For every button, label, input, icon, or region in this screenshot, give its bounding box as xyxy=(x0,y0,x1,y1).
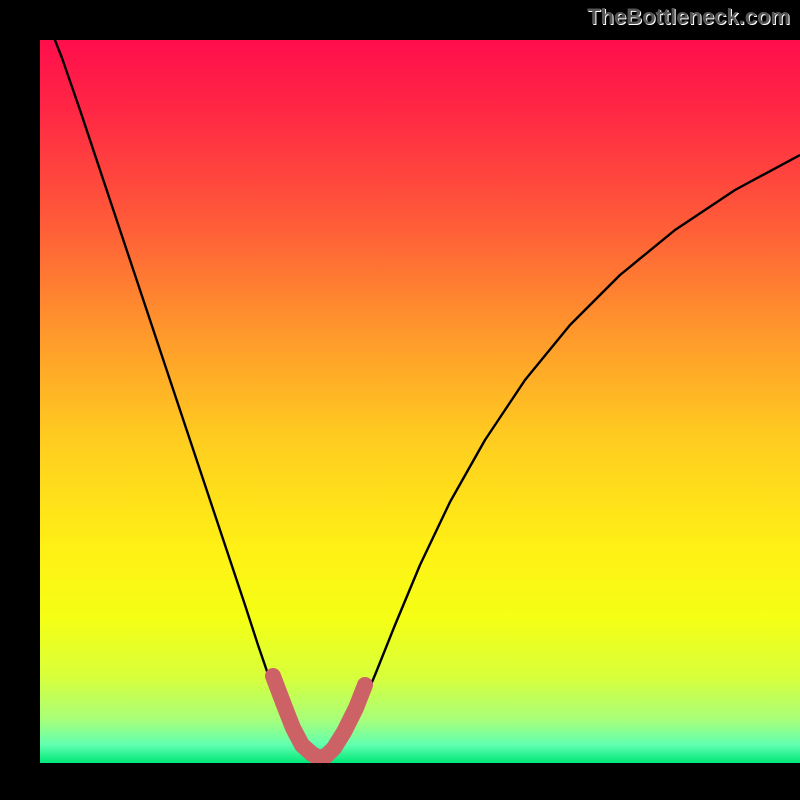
watermark-text: TheBottleneck.com xyxy=(587,4,790,30)
chart-frame: TheBottleneck.com xyxy=(0,0,800,800)
plot-area xyxy=(40,40,800,763)
gradient-background xyxy=(40,40,800,763)
chart-svg xyxy=(40,40,800,763)
